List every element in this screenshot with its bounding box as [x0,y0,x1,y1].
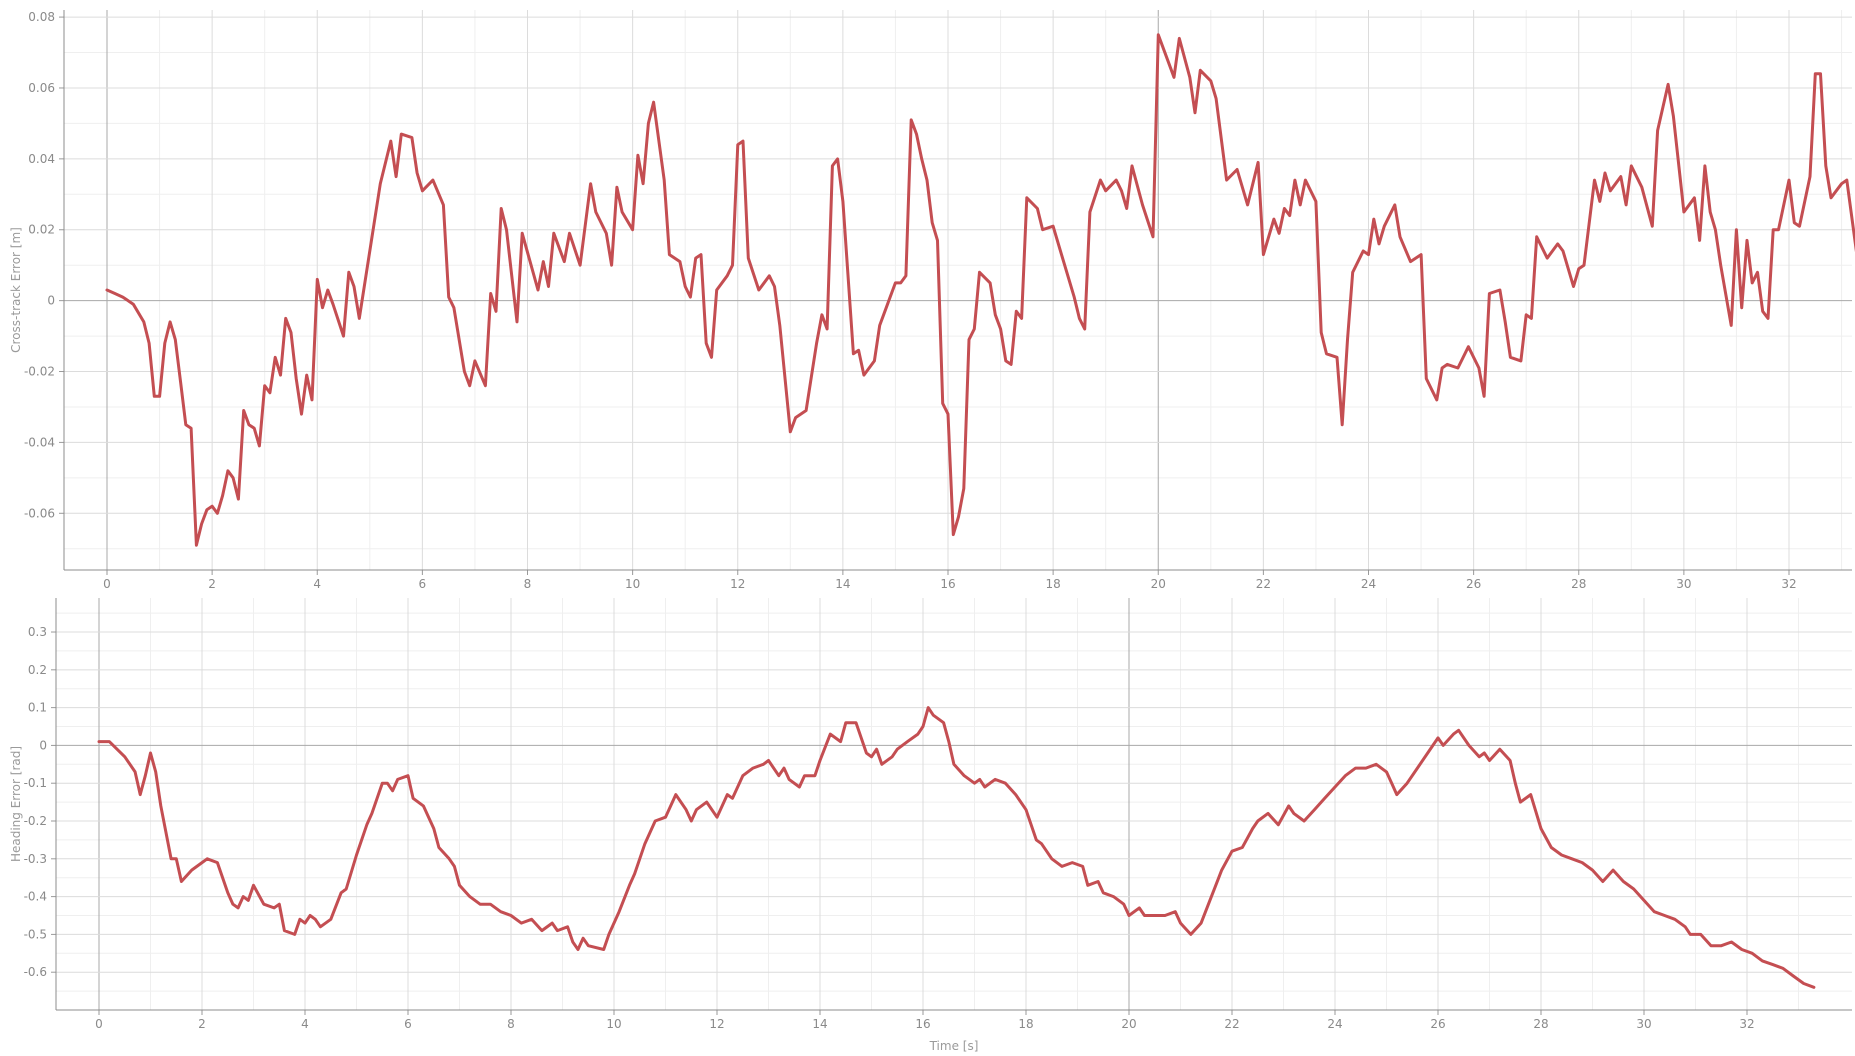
x-tick-label: 24 [1327,1017,1342,1031]
y-axis-label: Heading Error [rad] [9,746,23,862]
x-tick-label: 12 [709,1017,724,1031]
y-tick-label: -0.02 [24,365,55,379]
x-tick-label: 32 [1781,577,1796,591]
y-tick-label: -0.04 [24,435,55,449]
x-tick-label: 16 [915,1017,930,1031]
x-tick-label: 22 [1224,1017,1239,1031]
x-tick-label: 14 [812,1017,827,1031]
y-tick-label: 0 [39,738,47,752]
x-tick-label: 26 [1430,1017,1445,1031]
x-axis-label: Time [s] [929,1039,979,1053]
x-tick-label: 16 [940,577,955,591]
y-tick-label: 0.06 [28,81,55,95]
y-tick-label: -0.06 [24,506,55,520]
x-tick-label: 2 [198,1017,206,1031]
x-tick-label: 6 [404,1017,412,1031]
y-axis-label: Cross-track Error [m] [9,227,23,353]
y-tick-label: 0.02 [28,223,55,237]
x-tick-label: 10 [606,1017,621,1031]
x-tick-label: 0 [95,1017,103,1031]
series-line [105,33,1855,547]
x-tick-label: 0 [103,577,111,591]
x-tick-label: 24 [1361,577,1376,591]
y-tick-label: 0.3 [28,625,47,639]
y-tick-label: -0.5 [24,927,47,941]
heading-error-panel: 0 2 4 6 8 10 12 14 16 18 20 22 24 26 28 30 32-0.6-0.5-0.… [9,598,1852,1053]
x-tick-label: 22 [1256,577,1271,591]
y-tick-label: -0.3 [24,852,47,866]
x-tick-label: 30 [1636,1017,1651,1031]
y-tick-label: 0.1 [28,701,47,715]
y-tick-label: -0.4 [24,890,47,904]
x-tick-label: 10 [625,577,640,591]
cross-track-error-panel: 0 2 4 6 8 10 12 14 16 18 20 22 24 26 28 30 32-0.06-0.04-… [9,10,1855,591]
y-tick-label: -0.6 [24,965,47,979]
y-tick-label: -0.2 [24,814,47,828]
x-tick-label: 4 [301,1017,309,1031]
x-tick-label: 28 [1533,1017,1548,1031]
series-line [97,706,1816,989]
x-tick-label: 20 [1121,1017,1136,1031]
x-tick-label: 18 [1018,1017,1033,1031]
x-tick-label: 30 [1676,577,1691,591]
x-tick-label: 32 [1739,1017,1754,1031]
x-tick-label: 14 [835,577,850,591]
y-tick-label: 0.08 [28,10,55,24]
x-tick-label: 28 [1571,577,1586,591]
x-tick-label: 8 [507,1017,515,1031]
x-tick-label: 20 [1151,577,1166,591]
x-tick-label: 18 [1045,577,1060,591]
y-tick-label: 0 [47,294,55,308]
x-tick-label: 4 [313,577,321,591]
x-tick-label: 8 [524,577,532,591]
y-tick-label: -0.1 [24,776,47,790]
x-tick-label: 12 [730,577,745,591]
x-tick-label: 2 [208,577,216,591]
y-tick-label: 0.2 [28,663,47,677]
x-tick-label: 26 [1466,577,1481,591]
x-tick-label: 6 [419,577,427,591]
y-tick-label: 0.04 [28,152,55,166]
